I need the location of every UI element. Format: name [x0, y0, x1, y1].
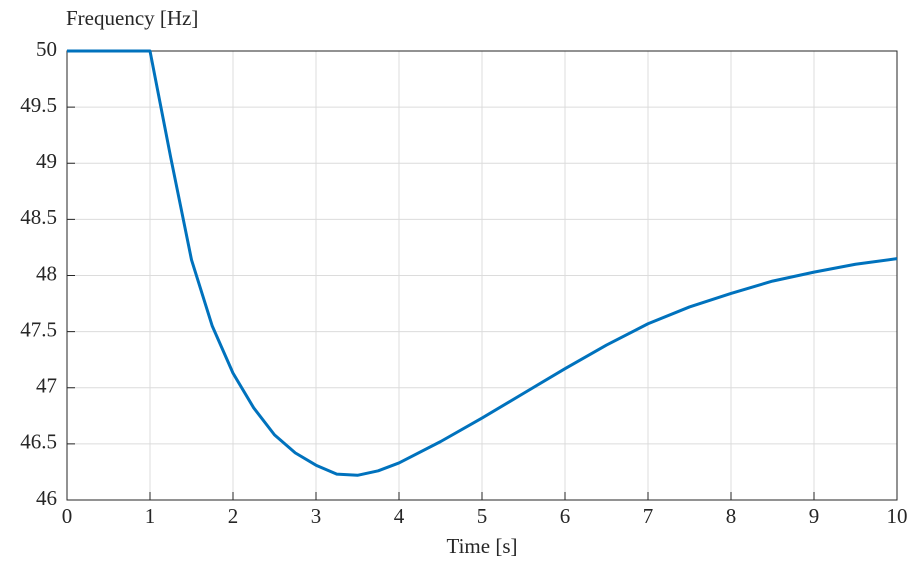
x-tick-label: 4: [394, 504, 405, 528]
y-tick-label: 48: [36, 261, 57, 285]
y-tick-label: 46.5: [20, 430, 57, 454]
y-tick-label: 50: [36, 37, 57, 61]
x-tick-label: 2: [228, 504, 239, 528]
x-tick-label: 5: [477, 504, 488, 528]
x-tick-label: 9: [809, 504, 820, 528]
x-axis-label: Time [s]: [447, 534, 518, 558]
y-tick-label: 47: [36, 374, 57, 398]
y-tick-label: 48.5: [20, 205, 57, 229]
x-tick-label: 7: [643, 504, 654, 528]
y-axis-label: Frequency [Hz]: [66, 6, 198, 30]
y-tick-label: 49.5: [20, 93, 57, 117]
plot-frame: [66, 50, 898, 501]
x-tick-label: 6: [560, 504, 571, 528]
y-tick-label: 46: [36, 486, 57, 510]
x-tick-label: 8: [726, 504, 737, 528]
x-tick-label: 10: [887, 504, 908, 528]
y-tick-label: 49: [36, 149, 57, 173]
y-tick-label: 47.5: [20, 317, 57, 341]
x-tick-label: 1: [145, 504, 156, 528]
x-tick-label: 3: [311, 504, 322, 528]
data-line: [67, 49, 898, 477]
x-tick-label: 0: [62, 504, 73, 528]
